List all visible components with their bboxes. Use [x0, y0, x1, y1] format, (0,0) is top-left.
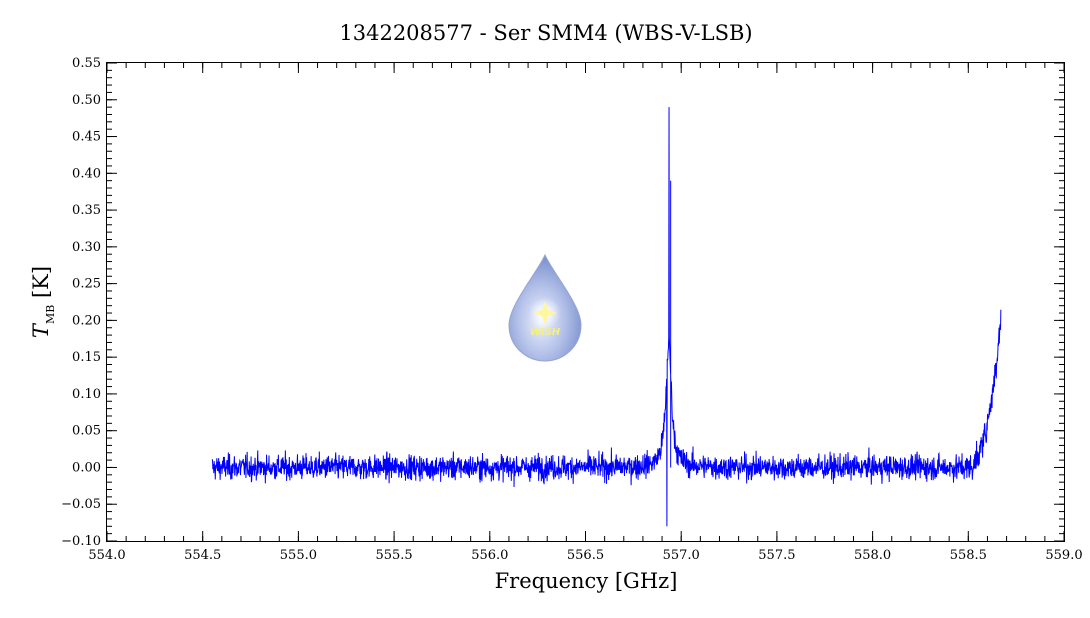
y-tick-label: 0.00	[72, 460, 101, 475]
y-tick-label: 0.25	[72, 277, 101, 292]
y-tick-label: 0.10	[72, 387, 101, 402]
y-tick-label: 0.05	[72, 424, 101, 439]
y-tick-labels: −0.10 −0.05 0.00 0.05 0.10 0.15 0.20 0.25 0.30 0.…	[61, 56, 101, 549]
y-tick-label: 0.40	[72, 166, 101, 181]
y-tick-label: −0.05	[61, 497, 101, 512]
x-axis-label: Frequency [GHz]	[495, 569, 678, 593]
x-tick-label: 556.0	[471, 548, 508, 563]
y-tick-label: −0.10	[61, 534, 101, 549]
y-axis-unit: [K]	[29, 266, 53, 298]
y-axis-subscript: MB	[44, 305, 57, 324]
y-tick-label: 0.50	[72, 93, 101, 108]
x-tick-label: 556.5	[567, 548, 604, 563]
x-tick-label: 557.0	[663, 548, 700, 563]
y-tick-label: 0.30	[72, 240, 101, 255]
x-tick-label: 559.0	[1045, 548, 1082, 563]
y-tick-label: 0.15	[72, 350, 101, 365]
y-tick-label: 0.55	[72, 56, 101, 71]
logo-text: WISH	[530, 327, 561, 338]
y-axis-symbol: T	[29, 322, 53, 338]
axis-ticks	[106, 62, 1065, 542]
wish-logo: WISH	[508, 253, 582, 362]
y-tick-label: 0.20	[72, 313, 101, 328]
x-tick-label: 555.5	[375, 548, 412, 563]
x-tick-label: 558.0	[854, 548, 891, 563]
plot-frame	[106, 62, 1065, 542]
y-axis-label: TMB [K]	[29, 266, 57, 338]
x-tick-label: 554.5	[184, 548, 221, 563]
chart-title: 1342208577 - Ser SMM4 (WBS-V-LSB)	[339, 21, 752, 45]
x-tick-labels: 554.0 554.5 555.0 555.5 556.0 556.5 557.0 557.5…	[88, 548, 1082, 563]
y-tick-label: 0.35	[72, 203, 101, 218]
x-tick-label: 557.5	[758, 548, 795, 563]
x-tick-label: 558.5	[950, 548, 987, 563]
star-icon	[533, 301, 557, 325]
svg-text:TMB [K]: TMB [K]	[29, 266, 57, 338]
spectrum-line	[211, 107, 1002, 527]
x-tick-label: 555.0	[280, 548, 317, 563]
y-tick-label: 0.45	[72, 130, 101, 145]
x-tick-label: 554.0	[88, 548, 125, 563]
